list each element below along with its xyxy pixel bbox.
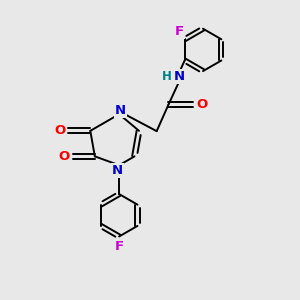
Text: H: H: [162, 70, 172, 83]
Text: O: O: [54, 124, 66, 137]
Text: N: N: [112, 164, 123, 177]
Text: N: N: [115, 104, 126, 117]
Text: N: N: [174, 70, 185, 83]
Text: F: F: [175, 25, 184, 38]
Text: F: F: [115, 240, 124, 253]
Text: O: O: [196, 98, 207, 111]
Text: O: O: [59, 150, 70, 163]
